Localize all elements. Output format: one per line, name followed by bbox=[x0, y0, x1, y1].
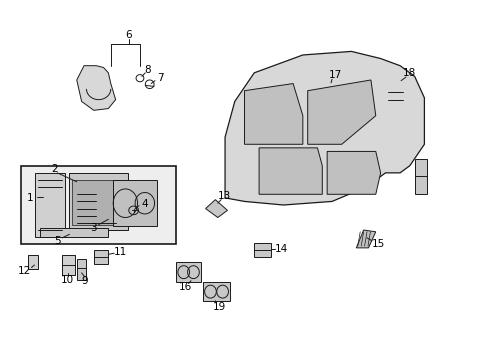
Polygon shape bbox=[307, 80, 375, 144]
Text: 5: 5 bbox=[54, 236, 61, 246]
Text: 11: 11 bbox=[114, 247, 127, 257]
Polygon shape bbox=[224, 51, 424, 205]
Polygon shape bbox=[40, 228, 108, 237]
Text: 3: 3 bbox=[90, 223, 97, 233]
Text: 1: 1 bbox=[27, 193, 34, 203]
Polygon shape bbox=[387, 78, 402, 109]
Polygon shape bbox=[205, 200, 227, 217]
Polygon shape bbox=[113, 180, 157, 226]
Text: 17: 17 bbox=[328, 69, 342, 80]
Polygon shape bbox=[28, 255, 38, 269]
Text: 18: 18 bbox=[403, 68, 416, 78]
Text: 10: 10 bbox=[61, 275, 73, 285]
Text: 14: 14 bbox=[274, 244, 287, 253]
Polygon shape bbox=[77, 258, 86, 280]
Polygon shape bbox=[244, 84, 302, 144]
Text: 4: 4 bbox=[141, 199, 148, 209]
Text: 12: 12 bbox=[18, 266, 31, 276]
Polygon shape bbox=[77, 66, 116, 111]
Text: 9: 9 bbox=[81, 276, 88, 286]
Polygon shape bbox=[326, 152, 380, 194]
Text: 15: 15 bbox=[371, 239, 384, 249]
Text: 6: 6 bbox=[125, 30, 132, 40]
Polygon shape bbox=[254, 243, 271, 257]
Text: 2: 2 bbox=[51, 164, 58, 174]
Polygon shape bbox=[62, 255, 75, 275]
Polygon shape bbox=[35, 173, 64, 237]
Text: 8: 8 bbox=[143, 65, 150, 75]
Text: 13: 13 bbox=[217, 191, 230, 201]
Polygon shape bbox=[69, 173, 127, 230]
Polygon shape bbox=[176, 262, 201, 282]
Polygon shape bbox=[414, 158, 426, 194]
Polygon shape bbox=[94, 249, 108, 264]
Text: 16: 16 bbox=[178, 282, 191, 292]
Polygon shape bbox=[259, 148, 322, 194]
FancyBboxPatch shape bbox=[72, 180, 122, 225]
Polygon shape bbox=[203, 282, 229, 301]
FancyBboxPatch shape bbox=[21, 166, 176, 244]
Text: 7: 7 bbox=[157, 73, 163, 83]
Polygon shape bbox=[356, 230, 375, 248]
Polygon shape bbox=[326, 84, 334, 102]
Text: 19: 19 bbox=[212, 302, 225, 312]
